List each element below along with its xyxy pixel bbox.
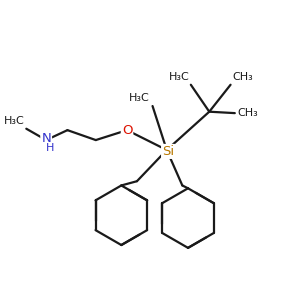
Text: CH₃: CH₃ [238, 108, 258, 118]
Text: O: O [122, 124, 132, 136]
Text: H: H [45, 143, 54, 153]
Text: CH₃: CH₃ [232, 72, 253, 82]
Text: H₃C: H₃C [4, 116, 25, 126]
Text: H₃C: H₃C [129, 93, 150, 103]
Text: H₃C: H₃C [169, 72, 189, 82]
Text: Si: Si [162, 145, 174, 158]
Text: N: N [41, 132, 51, 145]
